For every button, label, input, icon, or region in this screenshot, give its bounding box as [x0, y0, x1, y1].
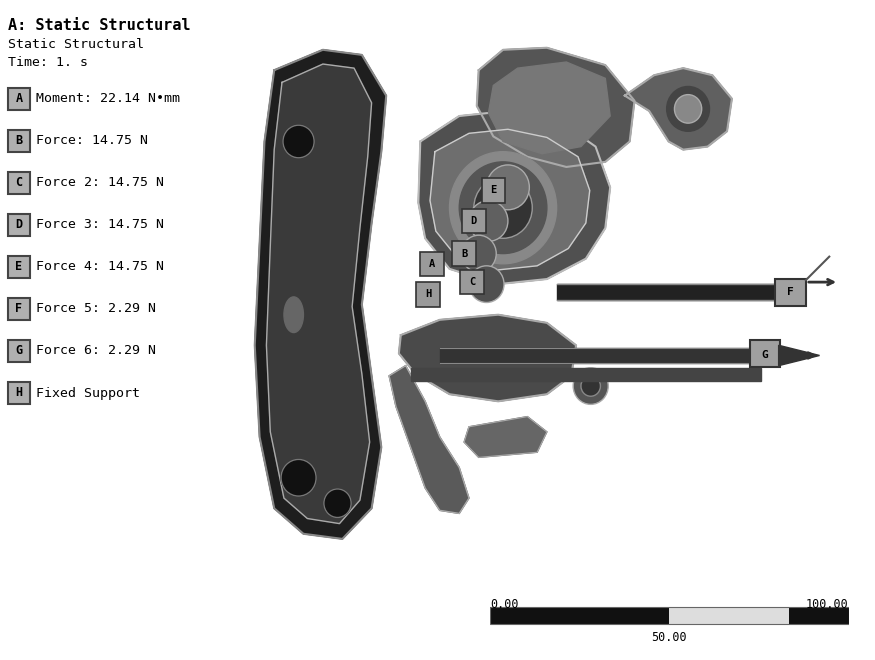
Text: Force 3: 14.75 N: Force 3: 14.75 N [36, 218, 164, 232]
FancyBboxPatch shape [452, 242, 476, 266]
Text: Force 2: 14.75 N: Force 2: 14.75 N [36, 176, 164, 189]
FancyBboxPatch shape [751, 340, 780, 367]
Text: Moment: 22.14 N•mm: Moment: 22.14 N•mm [36, 92, 180, 106]
Polygon shape [430, 129, 590, 270]
Text: F: F [16, 302, 23, 315]
Circle shape [324, 489, 351, 517]
Polygon shape [464, 416, 547, 457]
FancyBboxPatch shape [8, 214, 30, 236]
Circle shape [459, 162, 547, 253]
Polygon shape [255, 50, 386, 539]
Polygon shape [266, 64, 372, 523]
Text: G: G [16, 345, 23, 358]
Text: 0.00: 0.00 [490, 598, 519, 611]
Bar [490, 607, 669, 624]
Bar [789, 607, 849, 624]
Bar [490, 607, 849, 624]
Polygon shape [477, 48, 634, 167]
Text: G: G [761, 350, 768, 360]
Polygon shape [399, 315, 576, 401]
Text: B: B [461, 249, 467, 259]
Text: Fixed Support: Fixed Support [36, 387, 140, 399]
Text: A: A [16, 92, 23, 106]
Text: H: H [16, 387, 23, 399]
Polygon shape [556, 284, 776, 300]
Text: F: F [787, 287, 794, 297]
FancyBboxPatch shape [8, 172, 30, 194]
Circle shape [469, 201, 507, 242]
Text: Force 5: 2.29 N: Force 5: 2.29 N [36, 302, 156, 315]
FancyBboxPatch shape [8, 340, 30, 362]
Circle shape [675, 94, 702, 123]
Text: Force 4: 14.75 N: Force 4: 14.75 N [36, 261, 164, 273]
Polygon shape [389, 366, 469, 513]
Circle shape [581, 376, 600, 396]
Ellipse shape [284, 297, 304, 333]
Text: C: C [469, 277, 475, 287]
Text: Static Structural: Static Structural [8, 38, 144, 51]
Circle shape [283, 125, 314, 158]
FancyBboxPatch shape [774, 279, 806, 306]
Polygon shape [488, 62, 610, 154]
Text: Force: 14.75 N: Force: 14.75 N [36, 135, 148, 147]
Text: A: Static Structural: A: Static Structural [8, 18, 191, 33]
Text: E: E [16, 261, 23, 273]
Bar [669, 607, 789, 624]
Circle shape [487, 165, 529, 210]
Polygon shape [410, 368, 761, 381]
FancyBboxPatch shape [8, 88, 30, 110]
Text: C: C [16, 176, 23, 189]
FancyBboxPatch shape [416, 282, 440, 306]
FancyBboxPatch shape [481, 178, 505, 203]
Text: 100.00: 100.00 [806, 598, 849, 611]
Polygon shape [418, 111, 610, 284]
Text: D: D [471, 216, 477, 226]
Polygon shape [625, 68, 732, 150]
FancyBboxPatch shape [8, 298, 30, 320]
FancyBboxPatch shape [8, 130, 30, 152]
Polygon shape [440, 348, 752, 362]
Circle shape [461, 235, 496, 272]
Text: 50.00: 50.00 [652, 630, 687, 644]
Text: B: B [16, 135, 23, 147]
Text: Force 6: 2.29 N: Force 6: 2.29 N [36, 345, 156, 358]
Text: E: E [490, 185, 496, 195]
FancyBboxPatch shape [420, 251, 444, 276]
FancyBboxPatch shape [8, 382, 30, 404]
FancyBboxPatch shape [460, 270, 484, 294]
Circle shape [573, 368, 608, 405]
FancyBboxPatch shape [462, 209, 486, 233]
Circle shape [667, 86, 710, 131]
Text: H: H [425, 289, 431, 300]
Text: D: D [16, 218, 23, 232]
Text: Time: 1. s: Time: 1. s [8, 56, 88, 69]
Circle shape [469, 266, 504, 302]
Polygon shape [779, 345, 820, 366]
Text: A: A [429, 259, 435, 269]
Circle shape [281, 459, 316, 496]
FancyBboxPatch shape [8, 256, 30, 278]
Circle shape [450, 152, 556, 264]
Circle shape [474, 177, 532, 238]
